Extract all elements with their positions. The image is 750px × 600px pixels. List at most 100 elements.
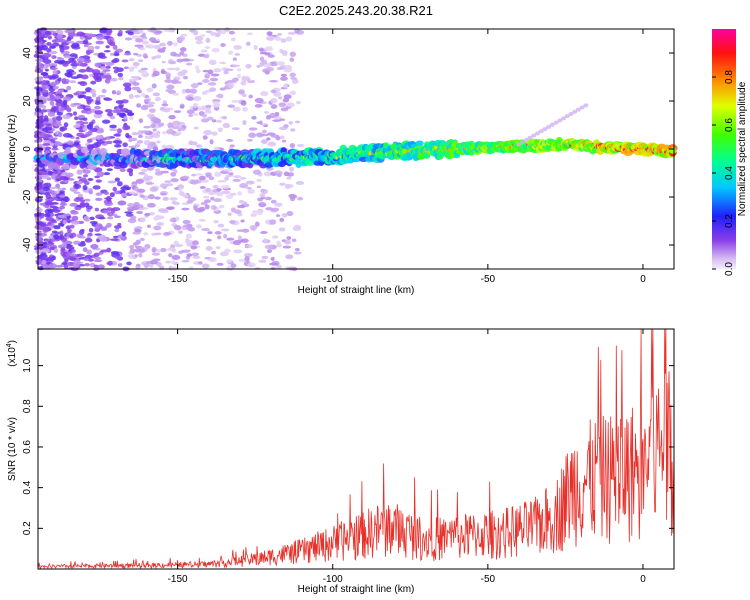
spectrogram-noise-cell (83, 174, 89, 178)
spectrogram-noise-cell (99, 66, 107, 71)
spectrogram-noise-cell (157, 262, 162, 268)
spectrogram-noise-cell (161, 103, 169, 107)
spectrogram-noise-cell (114, 215, 121, 219)
spectrogram-noise-cell (141, 67, 149, 71)
spectrogram-noise-cell (53, 248, 59, 254)
snr-y-ticks: 0.2 0.4 0.6 0.8 1.0 (22, 358, 674, 535)
snr-x-tick-label: -150 (168, 574, 188, 585)
spectrogram-noise-cell (93, 113, 103, 119)
spectrogram-noise-cell (228, 30, 236, 35)
spectrogram-noise-cell (258, 202, 267, 208)
spectrogram-noise-cell (95, 40, 104, 45)
spectrogram-noise-cell (255, 209, 263, 216)
spectrogram-noise-cell (66, 40, 75, 44)
snr-y-label: SNR (10 * v/v) (7, 417, 18, 481)
spectrogram-noise-cell (194, 173, 203, 176)
spectrogram-noise-cell (135, 265, 141, 269)
spectrogram-noise-cell (97, 52, 106, 58)
spectrogram-noise-cell (159, 42, 166, 47)
spectrogram-noise-cell (282, 97, 290, 103)
spectrogram-noise-cell (250, 213, 257, 217)
spectrogram-noise-cell (186, 109, 195, 115)
spectrogram-noise-cell (153, 225, 162, 231)
spectrogram-noise-cell (216, 119, 223, 124)
spectrogram-noise-cell (185, 233, 192, 239)
spectrogram-noise-cell (270, 207, 280, 212)
spectrogram-noise-cell (278, 227, 286, 232)
spectrogram-noise-cell (213, 198, 223, 203)
spectrogram-noise-cell (245, 180, 255, 185)
spectrogram-noise-cell (121, 59, 129, 63)
spectrogram-noise-cell (136, 140, 144, 144)
spectrogram-noise-cell (294, 248, 300, 252)
spectrogram-noise-cell (137, 89, 143, 94)
spectrogram-y-tick-label: 0 (22, 146, 33, 152)
spectrogram-noise-cell (230, 37, 236, 42)
spectrogram-noise-cell (248, 94, 253, 99)
spectrogram-noise-cell (173, 169, 178, 174)
spectrogram-noise-cell (137, 188, 146, 193)
spectrogram-noise-cell (192, 240, 199, 246)
spectrogram-harmonic-cell (538, 129, 544, 134)
spectrogram-noise-cell (135, 226, 143, 230)
spectrogram-noise-cell (83, 216, 90, 221)
spectrogram-noise-cell (214, 231, 222, 235)
spectrogram-noise-cell (201, 227, 210, 232)
spectrogram-noise-cell (214, 171, 222, 177)
spectrogram-noise-cell (276, 240, 281, 246)
spectrogram-noise-cell (170, 51, 177, 57)
spectrogram-noise-cell (87, 45, 95, 51)
spectrogram-noise-cell (104, 109, 113, 113)
spectrogram-noise-cell (52, 170, 58, 174)
spectrogram-noise-cell (53, 106, 59, 111)
spectrogram-noise-cell (138, 118, 144, 124)
spectrogram-noise-cell (129, 116, 134, 121)
colorbar-tick-label: 0.4 (724, 166, 735, 180)
spectrogram-noise-cell (179, 47, 187, 52)
spectrogram-noise-cell (280, 73, 288, 77)
spectrogram-noise-cell (217, 127, 223, 133)
spectrogram-noise-cell (293, 251, 302, 255)
spectrogram-noise-cell (260, 139, 268, 144)
spectrogram-noise-cell (44, 68, 49, 72)
spectrogram-noise-cell (256, 178, 263, 182)
spectrogram-noise-cell (197, 82, 203, 86)
spectrogram-noise-cell (132, 231, 142, 235)
spectrogram-noise-cell (57, 187, 64, 191)
spectrogram-noise-cell (69, 253, 77, 257)
spectrogram-noise-cell (75, 136, 80, 140)
spectrogram-harmonic-cell (564, 114, 570, 119)
spectrogram-noise-cell (192, 255, 201, 259)
spectrogram-noise-cell (128, 171, 133, 177)
spectrogram-noise-cell (284, 239, 292, 245)
spectrogram-noise-cell (232, 175, 242, 179)
spectrogram-noise-cell (93, 264, 99, 268)
spectrogram-noise-cell (87, 232, 93, 237)
spectrogram-noise-cell (229, 220, 236, 224)
spectrogram-noise-cell (210, 205, 217, 211)
spectrogram-noise-cell (96, 140, 105, 144)
spectrogram-noise-cell (76, 169, 83, 175)
spectrogram-noise-cell (112, 44, 118, 50)
spectrogram-noise-cell (123, 115, 128, 121)
spectrogram-noise-cell (167, 122, 174, 128)
spectrogram-noise-cell (154, 214, 163, 220)
snr-y-tick-label: 0.8 (22, 399, 33, 413)
spectrogram-noise-cell (213, 68, 222, 73)
spectrogram-noise-cell (202, 195, 210, 199)
spectrogram-harmonic-cell (575, 107, 581, 112)
spectrogram-noise-cell (37, 179, 43, 183)
spectrogram-noise-cell (117, 72, 124, 78)
spectrogram-noise-cell (259, 133, 269, 137)
spectrogram-noise-cell (120, 192, 128, 198)
spectrogram-noise-cell (286, 176, 292, 180)
spectrogram-noise-cell (264, 111, 269, 114)
spectrogram-noise-cell (212, 101, 220, 105)
spectrogram-noise-cell (83, 257, 90, 262)
spectrogram-noise-cell (268, 31, 273, 36)
spectrogram-noise-cell (76, 57, 86, 63)
spectrogram-noise-cell (232, 106, 241, 112)
spectrogram-noise-cell (149, 141, 156, 146)
snr-y-tick-label: 1.0 (22, 358, 33, 372)
spectrogram-noise-cell (119, 168, 126, 173)
